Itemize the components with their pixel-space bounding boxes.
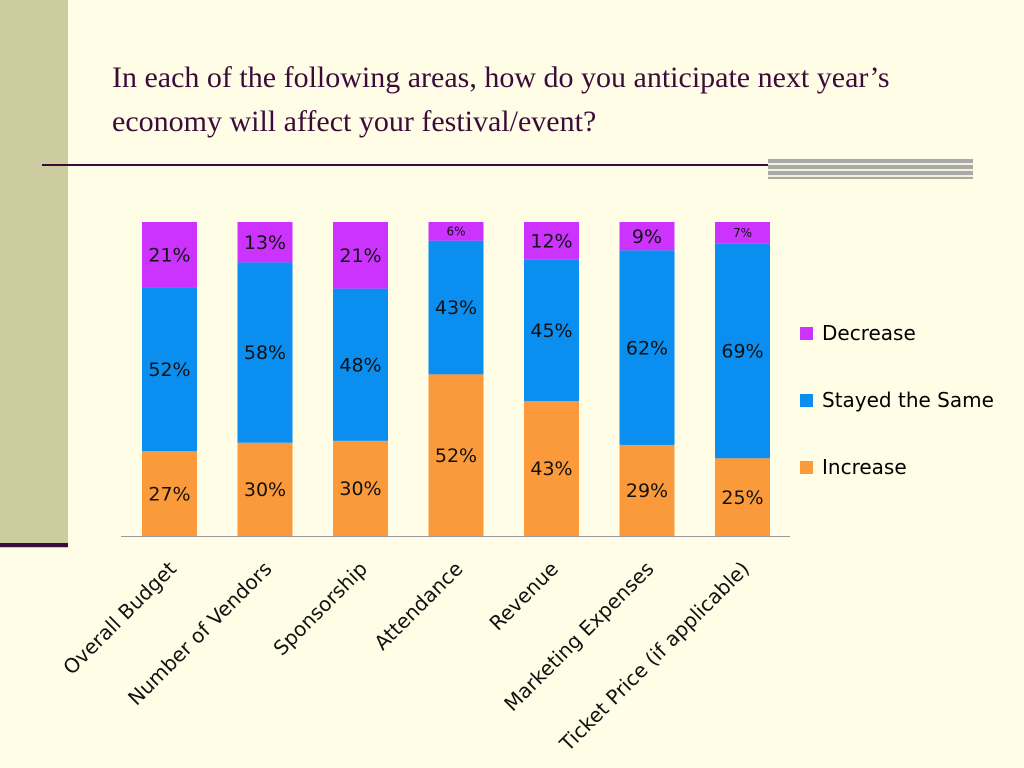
legend-item-increase: Increase xyxy=(800,450,994,484)
bar-increase-6 xyxy=(619,444,675,536)
data-label-stayed-the-same-1: 52% xyxy=(148,359,190,381)
title-accent-stripes xyxy=(768,159,973,179)
bar-stayed-the-same-5 xyxy=(524,259,579,401)
category-label-7: Ticket Price (if applicable) xyxy=(554,557,754,757)
chart-legend: Decrease Stayed the Same Increase xyxy=(800,316,994,517)
legend-label-stayed-the-same: Stayed the Same xyxy=(822,388,994,412)
bar-stayed-the-same-1 xyxy=(142,287,197,452)
data-label-increase-4: 52% xyxy=(435,445,477,467)
bar-increase-4 xyxy=(428,374,484,536)
legend-label-decrease: Decrease xyxy=(822,321,916,345)
data-label-increase-2: 30% xyxy=(244,479,286,501)
data-label-decrease-5: 12% xyxy=(530,230,572,252)
data-label-decrease-7: 7% xyxy=(733,226,752,240)
data-label-stayed-the-same-3: 48% xyxy=(339,354,381,376)
data-label-stayed-the-same-4: 43% xyxy=(435,297,477,319)
bar-stayed-the-same-2 xyxy=(237,262,293,443)
data-label-stayed-the-same-7: 69% xyxy=(721,341,763,363)
slide-title: In each of the following areas, how do y… xyxy=(112,61,890,138)
category-label-3: Sponsorship xyxy=(268,557,372,661)
legend-label-increase: Increase xyxy=(822,455,907,479)
legend-swatch-stayed-the-same xyxy=(800,393,813,407)
legend-swatch-decrease xyxy=(800,326,813,340)
side-decoration-line xyxy=(0,543,68,547)
data-label-stayed-the-same-6: 62% xyxy=(626,337,668,359)
bar-decrease-7 xyxy=(715,222,770,244)
bar-stayed-the-same-3 xyxy=(333,288,388,441)
bar-decrease-2 xyxy=(237,222,293,263)
bar-increase-3 xyxy=(333,440,388,536)
legend-swatch-increase xyxy=(800,460,813,474)
bar-decrease-1 xyxy=(142,222,197,288)
data-label-decrease-2: 13% xyxy=(244,232,286,254)
bar-stayed-the-same-4 xyxy=(428,240,484,375)
data-label-increase-7: 25% xyxy=(721,487,763,509)
bar-increase-7 xyxy=(715,458,770,536)
data-label-decrease-6: 9% xyxy=(632,226,662,248)
data-label-increase-1: 27% xyxy=(148,483,190,505)
side-decoration-bar xyxy=(0,0,68,548)
data-label-decrease-3: 21% xyxy=(339,245,381,267)
data-label-decrease-1: 21% xyxy=(148,245,190,267)
bar-stayed-the-same-6 xyxy=(619,250,675,445)
category-label-5: Revenue xyxy=(484,557,563,636)
category-label-4: Attendance xyxy=(369,557,467,655)
data-label-increase-5: 43% xyxy=(530,458,572,480)
data-label-stayed-the-same-2: 58% xyxy=(244,342,286,364)
data-label-increase-3: 30% xyxy=(339,478,381,500)
bar-increase-5 xyxy=(524,400,579,536)
data-label-increase-6: 29% xyxy=(626,480,668,502)
bar-increase-2 xyxy=(237,442,293,536)
legend-item-stayed-the-same: Stayed the Same xyxy=(800,383,994,417)
title-rule xyxy=(42,164,972,166)
bar-decrease-4 xyxy=(428,222,484,241)
data-label-decrease-4: 6% xyxy=(446,225,465,239)
legend-item-decrease: Decrease xyxy=(800,316,994,350)
bar-increase-1 xyxy=(142,451,197,536)
data-label-stayed-the-same-5: 45% xyxy=(530,320,572,342)
bar-stayed-the-same-7 xyxy=(715,243,770,459)
bar-decrease-5 xyxy=(524,222,579,260)
bar-decrease-6 xyxy=(619,222,675,251)
bar-decrease-3 xyxy=(333,222,388,289)
